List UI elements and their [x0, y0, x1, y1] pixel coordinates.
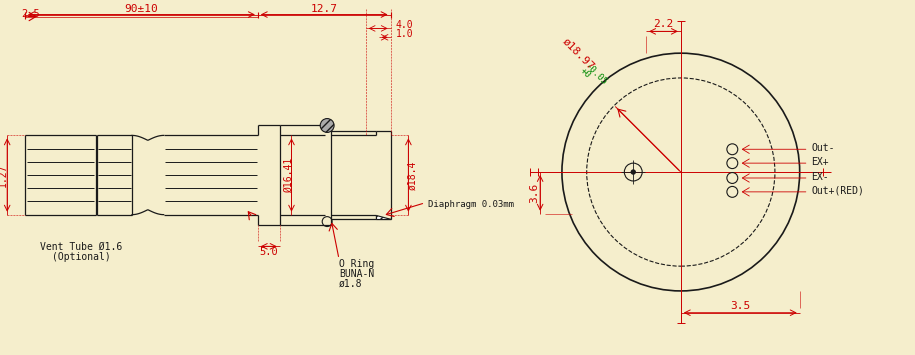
- Text: 3.5: 3.5: [730, 301, 750, 311]
- Text: Out+(RED): Out+(RED): [812, 186, 865, 196]
- Circle shape: [631, 170, 635, 174]
- Text: Vent Tube Ø1.6: Vent Tube Ø1.6: [40, 241, 123, 251]
- Text: (Optional): (Optional): [52, 252, 111, 262]
- Circle shape: [320, 119, 334, 132]
- Text: Out-: Out-: [812, 143, 835, 153]
- Text: ø18.4: ø18.4: [407, 160, 417, 190]
- Text: +0: +0: [578, 66, 593, 80]
- Text: 4.0: 4.0: [395, 21, 414, 31]
- Text: Ø16.41: Ø16.41: [284, 157, 294, 193]
- Text: 2.5: 2.5: [21, 9, 39, 18]
- Text: 90±10: 90±10: [124, 4, 158, 13]
- Text: Diaphragm 0.03mm: Diaphragm 0.03mm: [428, 200, 514, 209]
- Text: 3.6: 3.6: [529, 183, 539, 203]
- Text: EX+: EX+: [812, 157, 829, 167]
- Text: O Ring: O Ring: [339, 259, 374, 269]
- Text: 1.0: 1.0: [395, 29, 414, 39]
- Text: 5.0: 5.0: [259, 247, 278, 257]
- Text: ø1.8: ø1.8: [339, 279, 362, 289]
- Text: BUNA-N: BUNA-N: [339, 269, 374, 279]
- Text: ø18.97: ø18.97: [561, 36, 597, 72]
- Polygon shape: [376, 215, 391, 219]
- Text: 2.2: 2.2: [653, 20, 673, 29]
- Text: 12.7: 12.7: [311, 4, 338, 13]
- Text: EX-: EX-: [812, 172, 829, 182]
- Text: -0.05: -0.05: [583, 62, 608, 88]
- Text: 1.27: 1.27: [0, 163, 8, 187]
